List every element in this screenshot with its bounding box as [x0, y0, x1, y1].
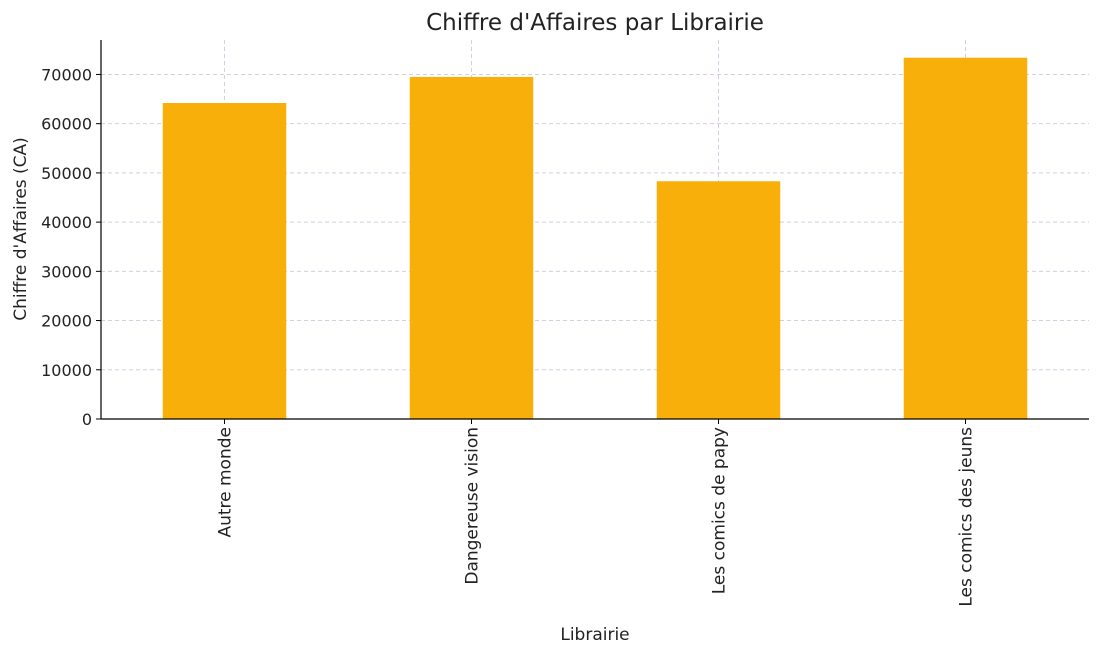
y-tick-label: 70000	[41, 65, 92, 84]
y-tick-label: 20000	[41, 312, 92, 331]
bars-layer	[162, 57, 1028, 419]
x-tick-label: Autre monde	[216, 427, 236, 538]
y-tick-label: 50000	[41, 164, 92, 183]
y-tick-label: 0	[82, 410, 92, 429]
y-tick-label: 30000	[41, 262, 92, 281]
x-tick-label: Les comics des jeuns	[957, 427, 977, 607]
axes-layer	[100, 40, 1089, 420]
bar-2	[409, 76, 534, 419]
bar-3	[656, 181, 781, 419]
x-tick-label: Les comics de papy	[710, 427, 730, 594]
y-axis-label: Chiffre d'Affaires (CA)	[11, 137, 31, 321]
y-ticks-layer: 0 10000 20000 30000 40000 50000 60000 70000	[41, 65, 101, 429]
y-tick-label: 10000	[41, 361, 92, 380]
y-tick-label: 60000	[41, 115, 92, 134]
y-tick-label: 40000	[41, 213, 92, 232]
x-ticks-layer: Autre monde Dangereuse vision Les comics d…	[216, 419, 977, 607]
bar-1	[162, 103, 287, 419]
x-tick-label: Dangereuse vision	[463, 427, 483, 585]
x-axis-label: Librairie	[560, 625, 629, 645]
chart-title: Chiffre d'Affaires par Librairie	[426, 10, 764, 36]
bar-4	[903, 57, 1028, 419]
